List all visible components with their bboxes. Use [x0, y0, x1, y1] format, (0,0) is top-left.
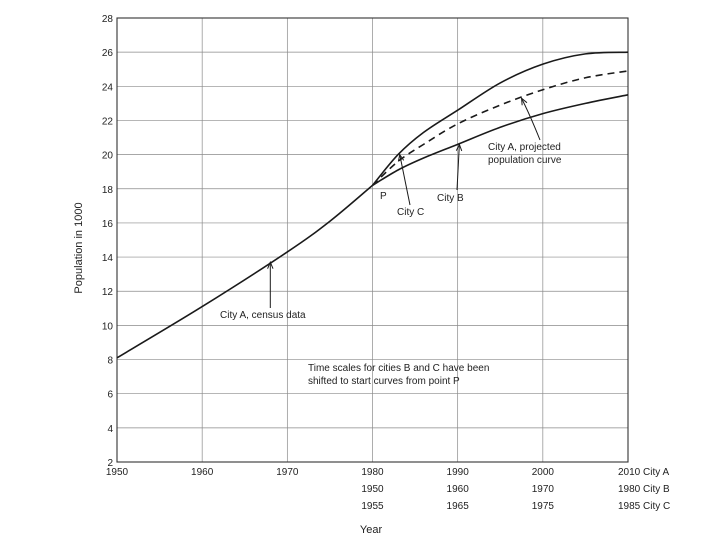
x-tick-label: 2010 City A [618, 467, 669, 478]
y-tick-label: 2 [107, 458, 113, 469]
x-tick-label: 1985 City C [618, 501, 670, 512]
y-tick-label: 28 [102, 14, 114, 25]
x-axis-title: Year [360, 524, 383, 536]
x-tick-label: 1970 [276, 467, 299, 478]
city-b-arrowhead [455, 143, 463, 152]
note-line-2: shifted to start curves from point P [308, 376, 460, 387]
x-tick-label: 1980 City B [618, 484, 670, 495]
x-tick-label: 1980 [361, 467, 384, 478]
y-tick-label: 22 [102, 116, 114, 127]
y-axis-title: Population in 1000 [73, 202, 85, 293]
note-line-1: Time scales for cities B and C have been [308, 363, 489, 374]
x-tick-label: 1960 [191, 467, 214, 478]
x-tick-label: 1990 [447, 467, 470, 478]
y-tick-label: 26 [102, 48, 114, 59]
y-tick-label: 6 [107, 390, 113, 401]
census-arrowhead [267, 260, 274, 269]
y-tick-label: 10 [102, 321, 114, 332]
city-a-projected-label-2: population curve [488, 155, 562, 166]
x-tick-label: 1970 [532, 484, 555, 495]
city-c-arrowhead [397, 153, 405, 162]
x-tick-label: 1950 [106, 467, 129, 478]
city-a-census-label: City A, census data [220, 310, 306, 321]
x-axis-ticks: 1950 1960 1970 1980 1950 1955 1990 1960 1965 2000… [106, 467, 670, 512]
grid [116, 17, 629, 463]
y-tick-label: 14 [102, 253, 114, 264]
city-b-arrow [456, 144, 460, 191]
projected-arrow [521, 98, 541, 141]
y-tick-label: 12 [102, 287, 114, 298]
series-line-city-a-census-data [116, 184, 374, 359]
y-tick-label: 18 [102, 185, 114, 196]
city-c-label: City C [397, 207, 424, 218]
x-tick-label: 2000 [532, 467, 555, 478]
series-line-city-b [372, 94, 629, 187]
annotations: P City A, census data City A, projected … [220, 97, 562, 387]
series-line-city-c [371, 51, 629, 186]
projected-arrowhead [520, 97, 528, 106]
series [116, 51, 629, 359]
city-b-label: City B [437, 193, 464, 204]
series-line-city-a-projected-population-curve [371, 70, 629, 186]
y-tick-label: 20 [102, 151, 114, 162]
point-p-label: P [380, 191, 387, 202]
y-tick-label: 8 [107, 356, 113, 367]
x-tick-label: 1955 [361, 501, 384, 512]
city-c-arrow [399, 154, 411, 206]
x-tick-label: 1965 [447, 501, 470, 512]
city-a-projected-label-1: City A, projected [488, 142, 561, 153]
plot-frame [116, 17, 629, 463]
y-tick-label: 24 [102, 82, 114, 93]
y-tick-label: 4 [107, 424, 113, 435]
x-tick-label: 1975 [532, 501, 555, 512]
x-tick-label: 1950 [361, 484, 384, 495]
x-tick-label: 1960 [447, 484, 470, 495]
y-tick-label: 16 [102, 219, 114, 230]
